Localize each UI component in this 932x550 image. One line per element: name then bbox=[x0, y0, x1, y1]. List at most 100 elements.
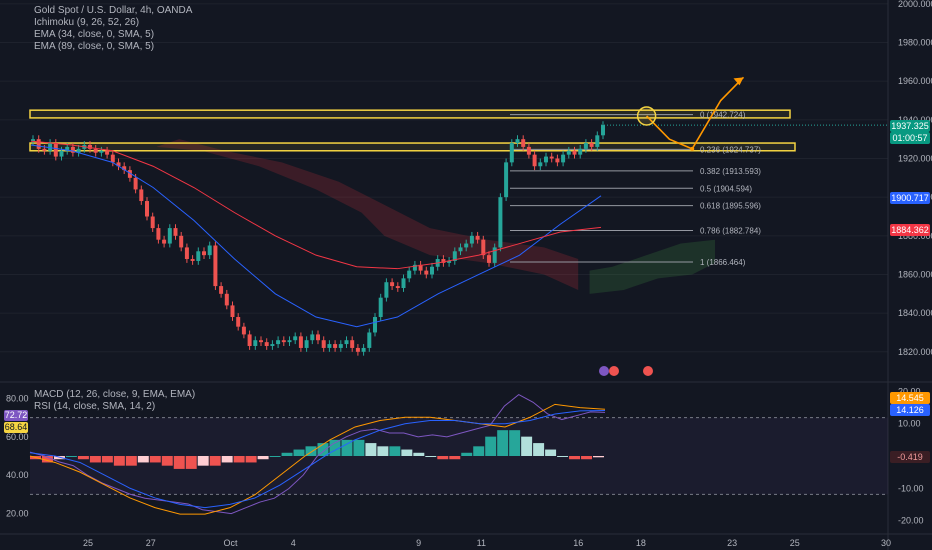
candle bbox=[390, 278, 395, 290]
candle-body bbox=[230, 305, 235, 318]
candle-body bbox=[59, 150, 64, 157]
candle bbox=[139, 185, 144, 205]
candle bbox=[458, 243, 463, 256]
candle bbox=[487, 251, 491, 267]
x-tick-label: 27 bbox=[146, 538, 156, 548]
candle bbox=[264, 338, 269, 350]
candle bbox=[509, 139, 514, 167]
candle-body bbox=[264, 342, 269, 347]
candle bbox=[293, 332, 298, 345]
macd-histogram-bar bbox=[185, 456, 197, 469]
candle bbox=[384, 278, 389, 302]
candle-body bbox=[110, 154, 115, 163]
projection-arrowhead bbox=[733, 77, 744, 86]
legend-rsi[interactable]: RSI (14, close, SMA, 14, 2) bbox=[34, 401, 156, 412]
candle-body bbox=[361, 347, 366, 352]
candle bbox=[555, 154, 560, 167]
candle bbox=[498, 193, 503, 252]
fib-level-label: 0 (1942.724) bbox=[700, 111, 746, 120]
candle bbox=[544, 152, 548, 167]
candle bbox=[378, 293, 383, 321]
macd-tick-label: 20.00 bbox=[898, 386, 921, 396]
ema89-line bbox=[30, 140, 602, 270]
candle bbox=[367, 328, 372, 352]
candle-body bbox=[105, 150, 110, 155]
candle bbox=[373, 313, 377, 337]
candle bbox=[241, 322, 246, 339]
x-tick-label: 25 bbox=[790, 538, 800, 548]
candle bbox=[452, 247, 457, 265]
candle-body bbox=[259, 340, 263, 343]
candle-body bbox=[515, 139, 520, 144]
candle-body bbox=[441, 259, 446, 263]
candle bbox=[179, 231, 184, 252]
x-tick-label: 23 bbox=[727, 538, 737, 548]
histogram-value-tag: -0.419 bbox=[890, 451, 930, 463]
candle bbox=[224, 289, 229, 310]
candle-body bbox=[333, 344, 338, 348]
candle bbox=[196, 247, 201, 265]
candle bbox=[93, 144, 98, 157]
candle-body bbox=[76, 148, 81, 153]
x-tick-label: 30 bbox=[881, 538, 891, 548]
candle bbox=[583, 139, 588, 153]
candle-body bbox=[53, 143, 58, 157]
candle bbox=[441, 255, 446, 267]
candle-body bbox=[355, 347, 360, 352]
candle-body bbox=[538, 162, 543, 167]
macd-histogram-bar bbox=[125, 456, 137, 466]
candle bbox=[287, 336, 292, 347]
macd-histogram-bar bbox=[593, 456, 604, 458]
candle-body bbox=[595, 135, 600, 147]
fib-level-label: 0.786 (1882.784) bbox=[700, 226, 761, 235]
candle bbox=[304, 336, 309, 352]
candle bbox=[127, 166, 132, 182]
candle-body bbox=[492, 247, 497, 263]
legend-ema34[interactable]: EMA (34, close, 0, SMA, 5) bbox=[34, 29, 155, 40]
macd-histogram-bar bbox=[41, 456, 53, 463]
candle-body bbox=[36, 139, 41, 149]
candle bbox=[338, 340, 343, 352]
candle-body bbox=[310, 334, 315, 341]
candle bbox=[447, 257, 452, 267]
candle-body bbox=[122, 166, 127, 171]
candle-body bbox=[418, 264, 423, 271]
macd-histogram-bar bbox=[305, 446, 317, 456]
macd-tick-label: -20.00 bbox=[898, 516, 924, 526]
fib-level-label: 0.236 (1924.737) bbox=[700, 145, 761, 154]
candle bbox=[492, 243, 497, 267]
candle-body bbox=[42, 148, 47, 151]
candle bbox=[207, 241, 212, 260]
candle bbox=[116, 158, 121, 171]
x-tick-label: 11 bbox=[477, 538, 486, 548]
candle-body bbox=[464, 243, 469, 248]
candle bbox=[36, 135, 41, 153]
candle-body bbox=[390, 282, 395, 287]
candle-body bbox=[48, 143, 53, 151]
candle bbox=[156, 224, 161, 244]
candle-body bbox=[276, 340, 281, 345]
candle bbox=[259, 336, 263, 347]
candle bbox=[53, 139, 58, 161]
macd-histogram-bar bbox=[581, 456, 593, 460]
candle bbox=[395, 282, 400, 292]
legend-ema89[interactable]: EMA (89, close, 0, SMA, 5) bbox=[34, 41, 155, 52]
candle-body bbox=[504, 162, 509, 198]
candle bbox=[253, 336, 258, 350]
candle-body bbox=[458, 247, 463, 252]
macd-histogram-bar bbox=[377, 446, 389, 456]
candle-body bbox=[487, 255, 491, 263]
candle-body bbox=[116, 162, 121, 167]
fib-level-label: 1 (1866.464) bbox=[700, 258, 746, 267]
countdown-tag: 01:00:57 bbox=[890, 132, 930, 144]
macd-histogram-bar bbox=[545, 449, 557, 456]
candle bbox=[578, 144, 583, 159]
candle-body bbox=[281, 340, 286, 343]
macd-histogram-bar bbox=[149, 456, 161, 463]
legend-macd[interactable]: MACD (12, 26, close, 9, EMA, EMA) bbox=[34, 389, 196, 400]
legend-ichimoku[interactable]: Ichimoku (9, 26, 52, 26) bbox=[34, 17, 140, 28]
candle bbox=[526, 143, 531, 159]
macd-histogram-bar bbox=[173, 456, 185, 469]
macd-histogram-bar bbox=[521, 436, 533, 456]
